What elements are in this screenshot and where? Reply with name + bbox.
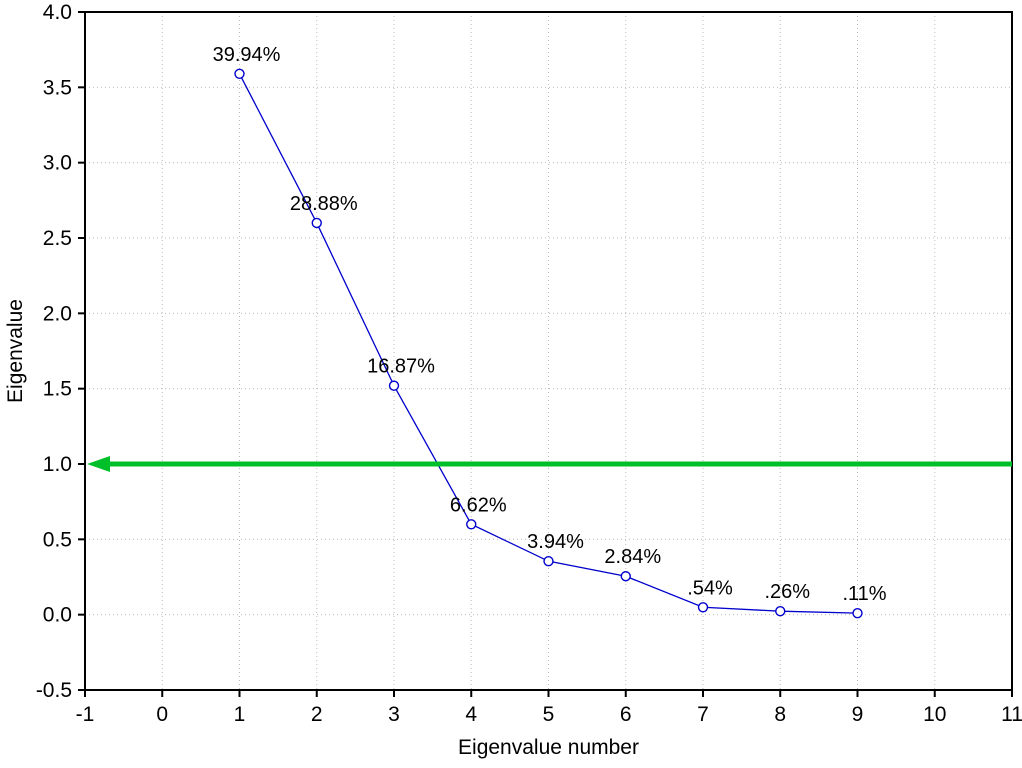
x-tick-label: 6 [620, 703, 632, 726]
y-tick-label: 0.0 [43, 604, 72, 627]
y-tick-label: 2.5 [43, 227, 72, 250]
x-tick-label: 3 [388, 703, 400, 726]
data-point-marker [234, 68, 245, 79]
x-tick-label: 10 [923, 703, 946, 726]
x-tick-label: 7 [697, 703, 709, 726]
y-tick-label: 3.5 [43, 76, 72, 99]
y-tick-label: 1.0 [43, 453, 72, 476]
x-tick-label: -1 [76, 703, 95, 726]
y-tick-label: -0.5 [36, 679, 72, 702]
point-label: 3.94% [527, 531, 584, 553]
x-tick-label: 8 [774, 703, 786, 726]
data-point-marker [620, 571, 631, 582]
x-tick-label: 1 [234, 703, 246, 726]
y-tick-label: 2.0 [43, 302, 72, 325]
x-tick-label: 2 [311, 703, 323, 726]
x-axis-title: Eigenvalue number [458, 736, 639, 759]
point-label: 6.62% [450, 494, 507, 516]
y-tick-label: 1.5 [43, 378, 72, 401]
point-label: .11% [842, 583, 886, 605]
data-point-marker [543, 555, 554, 567]
data-point-marker [697, 602, 709, 613]
x-tick-label: 11 [1001, 703, 1022, 726]
point-label: 16.87% [367, 356, 435, 378]
x-tick-label: 4 [465, 703, 477, 726]
y-tick-label: 0.5 [43, 528, 72, 551]
data-point-marker [311, 217, 322, 229]
y-axis-title: Eigenvalue [4, 299, 27, 403]
threshold-arrowhead [87, 456, 110, 472]
data-point-marker [775, 606, 786, 617]
point-label: .54% [687, 577, 733, 599]
y-tick-label: 4.0 [43, 1, 72, 24]
data-point-marker [388, 380, 400, 391]
x-tick-label: 0 [156, 703, 168, 726]
point-label: 28.88% [290, 193, 358, 215]
y-tick-label: 3.0 [43, 152, 72, 175]
point-label: 2.84% [604, 546, 661, 568]
data-point-marker [466, 519, 477, 530]
point-label: 39.94% [213, 44, 281, 66]
x-tick-label: 9 [852, 703, 864, 726]
x-tick-label: 5 [543, 703, 555, 726]
point-label: .26% [764, 581, 810, 603]
data-point-marker [852, 607, 863, 619]
